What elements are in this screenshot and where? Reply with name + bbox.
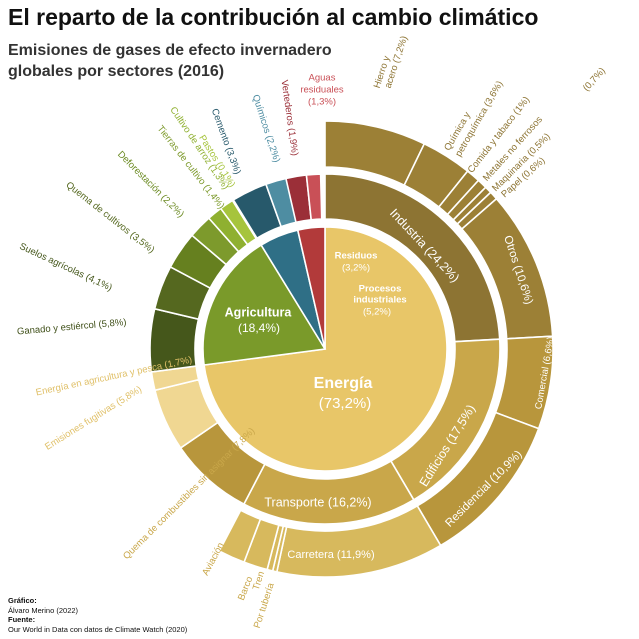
chart-title: El reparto de la contribución al cambio … [8, 4, 539, 30]
subtitle-line-1: Emisiones de gases de efecto invernadero [8, 42, 332, 59]
middle-label-quimicos: Químicos (2,2%) [250, 93, 282, 164]
grafico-value: Álvaro Merino (2022) [8, 605, 79, 615]
middle-label-aguas-3: (1,3%) [308, 97, 336, 108]
grafico-label: Gráfico: [8, 596, 37, 605]
middle-label-transporte: Transporte (16,2%) [264, 495, 371, 509]
inner-label-residuos-name: Residuos [335, 251, 378, 262]
outer-segment-aviacion [218, 509, 262, 564]
middle-label-quema-cultivos: Quema de cultivos (3,5%) [64, 180, 157, 256]
outer-label-aviacion: Aviación [200, 541, 226, 578]
chart-subtitle: Emisiones de gases de efecto invernadero… [8, 40, 332, 82]
outer-label-metales-2: (0,7%) [581, 66, 608, 94]
inner-slice-residuos [296, 226, 326, 350]
inner-label-procesos-name-2: industriales [353, 295, 406, 306]
middle-label-deforestacion: Deforestación (2,2%) [115, 149, 186, 220]
subtitle-line-2: globales por sectores (2016) [8, 63, 225, 80]
inner-label-procesos-value: (5,2%) [363, 307, 391, 318]
fuente-value: Our World in Data con datos de Climate W… [8, 624, 188, 634]
outer-label-carretera: Carretera (11,9%) [287, 549, 374, 561]
credits: Gráfico: Álvaro Merino (2022) Fuente: Ou… [8, 596, 187, 634]
inner-label-procesos-name-1: Procesos [359, 284, 402, 295]
middle-label-suelos: Suelos agrícolas (4,1%) [18, 241, 114, 294]
inner-label-agricultura-value: (18,4%) [238, 321, 280, 335]
inner-label-agricultura-name: Agricultura [225, 305, 293, 319]
inner-slice-agricultura [202, 243, 327, 366]
middle-label-ganado: Ganado y estiércol (5,8%) [17, 317, 127, 338]
inner-label-residuos-value: (3,2%) [342, 263, 370, 274]
middle-segment-aguas-residuales [305, 173, 323, 221]
middle-label-aguas-2: residuales [300, 85, 344, 96]
middle-label-vertederos: Vertederos (1,9%) [279, 79, 301, 156]
fuente-label: Fuente: [8, 615, 36, 625]
middle-label-aguas-1: Aguas [309, 73, 336, 84]
inner-label-energia-value: (73,2%) [319, 395, 372, 412]
middle-label-emisiones-fugitivas: Emisiones fugitivas (5,8%) [43, 384, 144, 453]
inner-label-energia-name: Energía [314, 375, 373, 392]
